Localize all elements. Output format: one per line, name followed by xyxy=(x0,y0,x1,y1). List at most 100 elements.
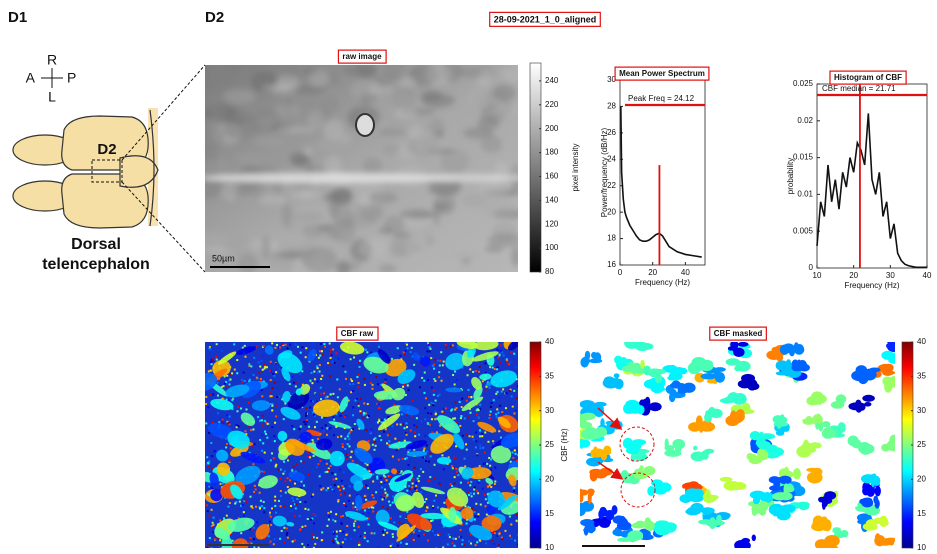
noise xyxy=(499,349,502,352)
noise xyxy=(386,528,389,531)
noise xyxy=(258,371,261,374)
noise xyxy=(373,438,376,441)
noise xyxy=(479,503,482,506)
cbf-patch xyxy=(586,457,602,467)
noise xyxy=(488,413,491,416)
noise xyxy=(253,538,256,541)
noise xyxy=(479,408,482,411)
y-tick-label: 0.015 xyxy=(793,153,814,162)
cbf-patch xyxy=(796,501,810,508)
noise xyxy=(341,541,344,544)
cbf-patch xyxy=(285,438,305,456)
noise xyxy=(395,449,398,452)
noise xyxy=(250,505,253,508)
cbf-patch xyxy=(313,399,340,417)
noise xyxy=(414,487,417,490)
texture-spot xyxy=(233,154,263,162)
cbf-patch xyxy=(227,517,255,532)
noise xyxy=(373,440,376,443)
noise xyxy=(456,470,459,473)
noise xyxy=(214,538,217,541)
cbf-patch xyxy=(611,505,618,515)
noise xyxy=(515,519,518,522)
noise xyxy=(376,421,379,424)
noise xyxy=(515,366,518,369)
noise xyxy=(435,494,438,497)
noise xyxy=(426,450,429,453)
noise xyxy=(332,489,335,492)
noise xyxy=(325,489,328,492)
noise xyxy=(229,447,232,450)
region-label: D2 xyxy=(97,141,116,158)
noise xyxy=(511,451,514,454)
texture-spot xyxy=(343,65,378,78)
noise xyxy=(268,520,271,523)
noise xyxy=(461,543,464,546)
y-tick-label: 18 xyxy=(607,234,616,243)
noise xyxy=(423,500,426,503)
cbf-patch xyxy=(759,433,776,440)
cbf-patch xyxy=(781,471,793,477)
cbf-patch xyxy=(679,367,688,375)
noise xyxy=(484,362,487,365)
noise xyxy=(333,531,336,534)
colorbar-tick-label: 10 xyxy=(917,543,926,552)
noise xyxy=(397,440,400,443)
noise xyxy=(426,478,429,481)
y-tick-label: 0.025 xyxy=(793,79,814,88)
noise xyxy=(428,403,431,406)
cbf-patch xyxy=(230,484,243,500)
noise xyxy=(481,487,484,490)
noise xyxy=(363,402,366,405)
noise xyxy=(332,478,335,481)
noise xyxy=(405,516,408,519)
noise xyxy=(263,419,266,422)
noise xyxy=(210,441,213,444)
noise xyxy=(208,346,211,349)
noise xyxy=(250,365,253,368)
noise xyxy=(253,443,256,446)
cbf-patch xyxy=(698,519,714,525)
cbf-patch xyxy=(240,412,256,426)
noise xyxy=(365,517,368,520)
noise xyxy=(440,351,443,354)
noise xyxy=(223,375,226,378)
noise xyxy=(388,433,391,436)
noise xyxy=(345,371,348,374)
noise xyxy=(481,432,484,435)
cbf-patch xyxy=(236,346,257,355)
noise xyxy=(225,376,228,379)
cbf-patch xyxy=(216,462,231,476)
noise xyxy=(438,376,441,379)
colorbar-tick-label: 220 xyxy=(545,100,559,109)
noise xyxy=(512,456,515,459)
noise xyxy=(348,432,351,435)
noise xyxy=(337,499,340,502)
noise xyxy=(253,546,256,548)
colorbar-tick-label: 140 xyxy=(545,195,559,204)
noise xyxy=(405,542,408,545)
noise xyxy=(210,524,213,527)
noise xyxy=(427,342,430,345)
noise xyxy=(287,456,290,459)
noise xyxy=(333,418,336,421)
texture-spot xyxy=(382,144,400,156)
cbf-patch xyxy=(826,424,831,433)
cbf-patch xyxy=(497,416,511,429)
cbf-patch xyxy=(731,396,742,403)
noise xyxy=(312,546,315,548)
noise xyxy=(216,412,219,415)
cbf-patch xyxy=(862,522,878,531)
noise xyxy=(422,449,425,452)
noise xyxy=(206,510,209,513)
noise xyxy=(510,537,513,540)
noise xyxy=(371,383,374,386)
noise xyxy=(228,415,231,418)
cbf-patch xyxy=(251,400,271,411)
noise xyxy=(271,409,274,412)
noise xyxy=(451,465,454,468)
cbf-patch xyxy=(287,390,310,410)
highlight-circle xyxy=(620,472,656,508)
noise xyxy=(333,484,336,487)
